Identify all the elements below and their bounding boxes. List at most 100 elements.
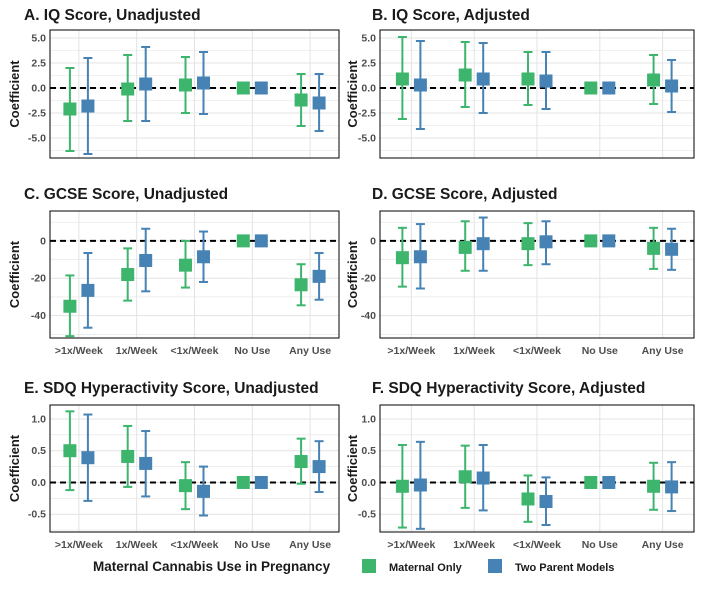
series-two-parent-models bbox=[413, 440, 679, 530]
x-tick-label: Any Use bbox=[642, 539, 684, 551]
legend-swatch-two-parent-models bbox=[488, 559, 502, 573]
x-tick-label: >1x/Week bbox=[55, 539, 103, 551]
panel-border bbox=[379, 210, 695, 339]
x-tick-label: 1x/Week bbox=[453, 345, 495, 357]
y-tick-label: -20 bbox=[31, 273, 46, 285]
legend-label-maternal-only: Maternal Only bbox=[389, 562, 463, 574]
x-tick-label: 1x/Week bbox=[453, 539, 495, 551]
legend: Maternal Cannabis Use in Pregnancy Mater… bbox=[93, 559, 614, 574]
data-point bbox=[179, 258, 192, 272]
data-point bbox=[665, 79, 679, 93]
x-tick-label: 1x/Week bbox=[116, 539, 158, 551]
data-point bbox=[584, 234, 598, 248]
x-tick-label: No Use bbox=[582, 345, 618, 357]
data-point bbox=[63, 444, 77, 458]
data-point bbox=[413, 78, 427, 92]
x-tick-label: No Use bbox=[582, 539, 618, 551]
series-two-parent-models bbox=[81, 413, 326, 517]
data-point bbox=[254, 234, 268, 248]
x-tick-label: <1x/Week bbox=[171, 539, 219, 551]
data-point bbox=[413, 478, 427, 492]
panel-title: F. SDQ Hyperactivity Score, Adjusted bbox=[372, 380, 645, 397]
panel-f: F. SDQ Hyperactivity Score, Adjusted -0.5… bbox=[345, 380, 695, 551]
data-point bbox=[254, 475, 268, 489]
series-maternal-only bbox=[63, 410, 308, 511]
panel-title: C. GCSE Score, Unadjusted bbox=[24, 186, 228, 203]
data-point bbox=[458, 240, 472, 254]
x-tick-label: Any Use bbox=[642, 345, 684, 357]
y-tick-label: 1.0 bbox=[31, 413, 46, 425]
legend-swatch-maternal-only bbox=[362, 559, 376, 573]
data-point bbox=[665, 480, 679, 494]
panel-border bbox=[49, 404, 340, 533]
data-point bbox=[647, 241, 661, 255]
y-tick-label: 0.0 bbox=[31, 83, 46, 95]
x-tick-label: Any Use bbox=[289, 539, 331, 551]
series-two-parent-models bbox=[81, 46, 326, 155]
x-tick-label: <1x/Week bbox=[513, 539, 561, 551]
data-point bbox=[458, 470, 472, 484]
panel-border bbox=[49, 29, 340, 159]
data-point bbox=[458, 68, 472, 82]
data-point bbox=[476, 237, 490, 251]
panel-e: E. SDQ Hyperactivity Score, Unadjusted -0… bbox=[7, 380, 340, 551]
data-point bbox=[236, 475, 250, 489]
y-tick-label: -5.0 bbox=[28, 133, 46, 145]
y-axis-title: Coefficient bbox=[345, 240, 360, 308]
data-point bbox=[312, 269, 326, 283]
data-point bbox=[236, 234, 250, 248]
legend-label-two-parent-models: Two Parent Models bbox=[515, 562, 614, 574]
data-point bbox=[602, 475, 616, 489]
data-point bbox=[647, 479, 661, 493]
x-tick-label: No Use bbox=[234, 539, 270, 551]
data-point bbox=[413, 250, 427, 264]
panel-title: E. SDQ Hyperactivity Score, Unadjusted bbox=[24, 380, 319, 397]
data-point bbox=[294, 455, 308, 469]
y-tick-label: -20 bbox=[361, 273, 376, 285]
y-tick-label: 0.5 bbox=[31, 445, 46, 457]
data-point bbox=[294, 93, 308, 107]
panel-b: B. IQ Score, Adjusted -5.0 -2.5 0.0 2.5 5.0 Co… bbox=[345, 7, 695, 159]
data-point bbox=[121, 268, 135, 281]
series-two-parent-models bbox=[413, 216, 679, 290]
data-point bbox=[395, 479, 409, 493]
data-point bbox=[476, 72, 490, 86]
y-tick-label: -2.5 bbox=[358, 108, 376, 120]
y-tick-label: -5.0 bbox=[358, 133, 376, 145]
data-point bbox=[521, 492, 535, 506]
y-tick-label: -0.5 bbox=[358, 509, 376, 521]
y-axis-title: Coefficient bbox=[7, 434, 22, 502]
y-tick-label: 1.0 bbox=[361, 413, 376, 425]
x-tick-label: >1x/Week bbox=[55, 345, 103, 357]
panels: A. IQ Score, Unadjusted -5.0 -2.5 0.0 2.5 5.0… bbox=[7, 7, 695, 551]
data-point bbox=[197, 76, 210, 90]
data-point bbox=[521, 72, 535, 86]
series-two-parent-models bbox=[413, 40, 679, 130]
y-tick-label: 0.5 bbox=[361, 445, 376, 457]
data-point bbox=[476, 471, 490, 485]
series-maternal-only bbox=[395, 444, 661, 529]
y-tick-label: 0.0 bbox=[361, 477, 376, 489]
x-tick-label: 1x/Week bbox=[116, 345, 158, 357]
data-point bbox=[81, 283, 95, 297]
data-point bbox=[121, 82, 135, 96]
series-two-parent-models bbox=[81, 227, 326, 329]
x-tick-label: >1x/Week bbox=[387, 345, 435, 357]
panel-d: D. GCSE Score, Adjusted -40 -20 0 Coefficien… bbox=[345, 186, 695, 357]
y-tick-label: 0.0 bbox=[31, 477, 46, 489]
data-point bbox=[179, 78, 192, 92]
data-point bbox=[63, 102, 77, 116]
y-tick-label: -40 bbox=[31, 310, 46, 322]
series-maternal-only bbox=[63, 234, 308, 338]
y-tick-label: 0.0 bbox=[361, 83, 376, 95]
data-point bbox=[63, 299, 77, 313]
y-axis-title: Coefficient bbox=[345, 60, 360, 128]
y-axis-title: Coefficient bbox=[7, 240, 22, 308]
y-tick-label: -40 bbox=[361, 310, 376, 322]
data-point bbox=[139, 253, 153, 267]
data-point bbox=[236, 81, 250, 95]
data-point bbox=[81, 451, 95, 465]
panel-a: A. IQ Score, Unadjusted -5.0 -2.5 0.0 2.5 5.0… bbox=[7, 7, 340, 159]
